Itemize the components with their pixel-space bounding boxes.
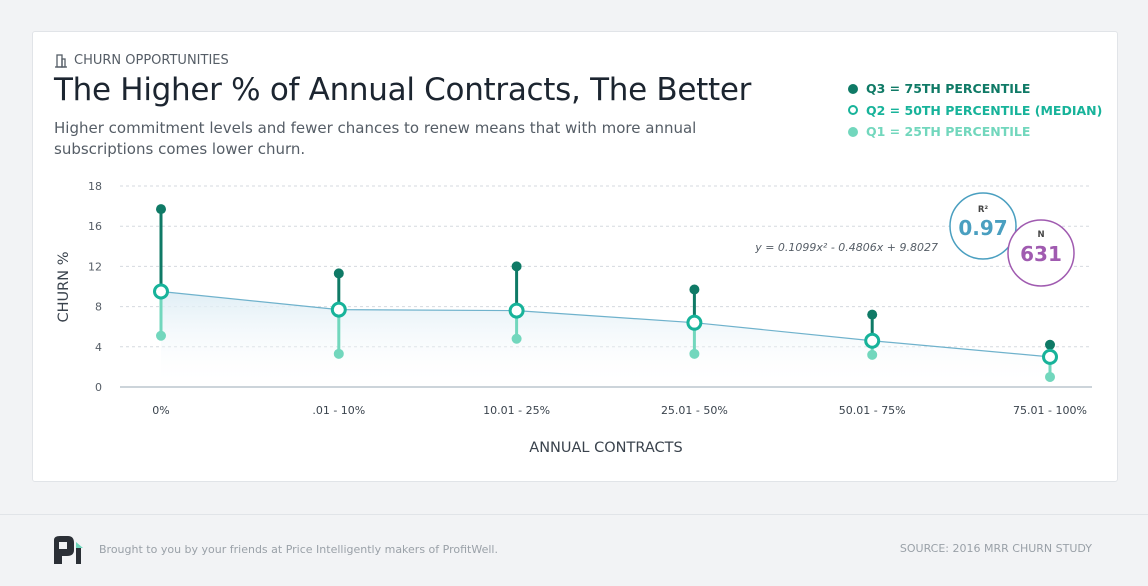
- y-tick-label: 8: [95, 301, 102, 314]
- q3-point: [333, 268, 344, 279]
- chart-card: [32, 31, 1118, 482]
- n-badge: N 631: [1007, 219, 1075, 287]
- q1-point: [156, 330, 166, 341]
- x-tick-label: 50.01 - 75%: [839, 404, 906, 417]
- q3-point: [1045, 339, 1055, 350]
- q1-point: [689, 348, 700, 359]
- trendline: [160, 290, 1051, 358]
- legend-label: Q2 = 50TH PERCENTILE (MEDIAN): [866, 102, 1103, 118]
- q2-point: [864, 332, 881, 349]
- legend-marker: [848, 105, 858, 116]
- y-tick-label: 12: [88, 260, 102, 273]
- q2-point: [153, 283, 169, 300]
- legend-marker: [848, 126, 858, 137]
- trendline-equation: y = 0.1099x² - 0.4806x + 9.8027: [754, 241, 938, 254]
- legend-item-q1: Q1 = 25TH PERCENTILE: [848, 121, 1102, 143]
- q2-point: [1042, 348, 1058, 365]
- q2-point: [686, 314, 703, 331]
- x-tick-label: 75.01 - 100%: [1013, 404, 1087, 417]
- eyebrow-label: CHURN OPPORTUNITIES: [74, 53, 229, 68]
- r2-label: R²: [978, 205, 989, 215]
- page-title: The Higher % of Annual Contracts, The Be…: [54, 72, 752, 108]
- q3-point: [156, 204, 166, 215]
- source-note: SOURCE: 2016 MRR CHURN STUDY: [899, 542, 1092, 555]
- q3-point: [867, 309, 878, 320]
- legend: Q3 = 75TH PERCENTILE Q2 = 50TH PERCENTIL…: [848, 78, 1102, 143]
- eyebrow: CHURN OPPORTUNITIES: [54, 53, 229, 68]
- x-tick-label: .01 - 10%: [312, 404, 365, 417]
- q1-point: [867, 349, 878, 360]
- r2-value: 0.97: [958, 216, 1007, 240]
- legend-item-q2: Q2 = 50TH PERCENTILE (MEDIAN): [848, 100, 1102, 122]
- y-axis-title: CHURN %: [56, 252, 72, 323]
- footer-credit: Brought to you by your friends at Price …: [99, 543, 498, 556]
- trend-area: [161, 291, 1050, 387]
- legend-marker: [848, 83, 858, 94]
- x-axis-title: ANNUAL CONTRACTS: [529, 440, 682, 456]
- y-tick-label: 4: [95, 341, 102, 354]
- n-value: 631: [1020, 242, 1062, 266]
- q1-point: [333, 348, 344, 359]
- q2-point: [330, 301, 347, 318]
- q2-point: [508, 302, 525, 319]
- q1-point: [1045, 371, 1055, 382]
- profitwell-logo: [54, 536, 83, 564]
- footer-divider: [0, 514, 1148, 515]
- legend-label: Q3 = 75TH PERCENTILE: [866, 81, 1031, 97]
- x-tick-label: 25.01 - 50%: [661, 404, 728, 417]
- subtitle: Higher commitment levels and fewer chanc…: [54, 119, 697, 158]
- x-tick-label: 10.01 - 25%: [483, 404, 550, 417]
- x-tick-label: 0%: [152, 404, 169, 417]
- legend-label: Q1 = 25TH PERCENTILE: [866, 124, 1031, 140]
- q3-point: [689, 284, 700, 295]
- q3-point: [511, 261, 522, 272]
- y-tick-label: 18: [88, 180, 102, 193]
- r2-badge: R² 0.97: [949, 192, 1017, 260]
- building-icon: [55, 53, 67, 68]
- n-label: N: [1037, 230, 1044, 240]
- legend-item-q3: Q3 = 75TH PERCENTILE: [848, 78, 1102, 100]
- y-tick-label: 16: [88, 220, 102, 233]
- y-tick-label: 0: [95, 381, 102, 394]
- q1-point: [511, 333, 522, 344]
